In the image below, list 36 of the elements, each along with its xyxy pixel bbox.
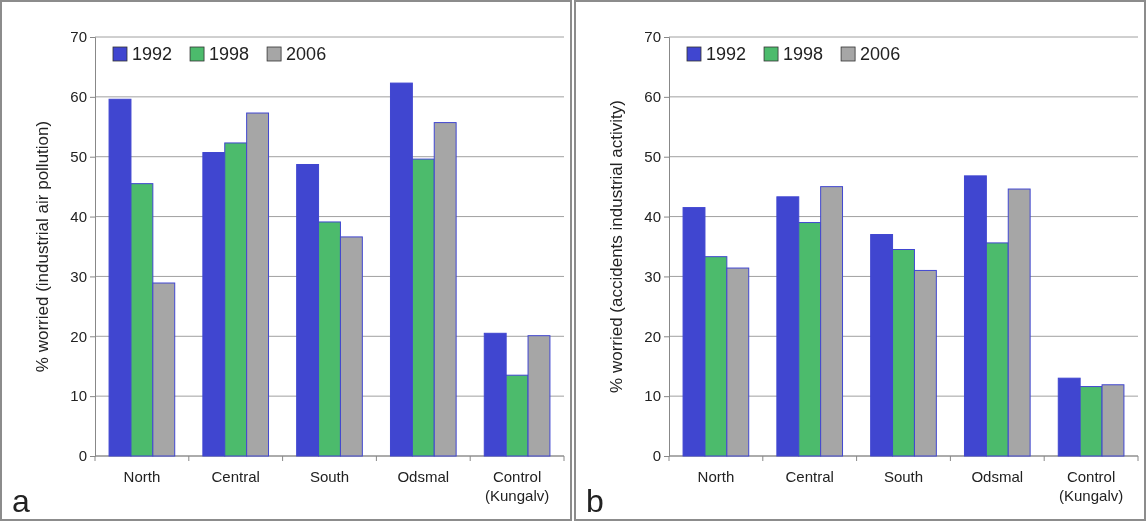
legend-label: 2006 <box>860 44 901 64</box>
x-tick-label: North <box>123 468 161 485</box>
x-tick-label: South <box>883 468 924 485</box>
y-tick-label: 70 <box>644 28 661 46</box>
legend-label: 1992 <box>706 44 747 64</box>
legend-label: 1998 <box>783 44 824 64</box>
y-tick-label: 20 <box>70 327 87 345</box>
x-tick-label: Control (Kungalv) <box>485 468 550 504</box>
y-tick-label: 20 <box>644 327 661 345</box>
y-tick-label: 40 <box>644 207 661 225</box>
legend-label: 1998 <box>209 44 250 64</box>
x-tick-label: Odsmal <box>397 468 450 485</box>
legend-label: 1992 <box>132 44 173 64</box>
y-tick-label: 0 <box>652 447 661 465</box>
legend-label: 2006 <box>286 44 327 64</box>
x-tick-label: Control (Kungalv) <box>1059 468 1124 504</box>
y-tick-label: 10 <box>70 387 87 405</box>
y-tick-label: 30 <box>70 267 87 285</box>
y-axis-title: % worried (industrial air pollution) <box>33 120 52 373</box>
y-tick-label: 50 <box>644 148 661 166</box>
x-tick-label: Odsmal <box>971 468 1024 485</box>
y-tick-label: 10 <box>644 387 661 405</box>
text: b <box>586 483 604 519</box>
text: a <box>12 483 30 519</box>
x-tick-label: Central <box>211 468 260 485</box>
x-tick-label: North <box>697 468 735 485</box>
y-tick-label: 60 <box>70 88 87 106</box>
y-axis-title: % worried (accidents industrial activity) <box>607 100 626 393</box>
y-tick-label: 60 <box>644 88 661 106</box>
y-tick-label: 0 <box>78 447 87 465</box>
x-tick-label: South <box>309 468 350 485</box>
y-tick-label: 50 <box>70 148 87 166</box>
x-tick-label: Central <box>785 468 834 485</box>
y-tick-label: 70 <box>70 28 87 46</box>
y-tick-label: 30 <box>644 267 661 285</box>
y-tick-label: 40 <box>70 207 87 225</box>
